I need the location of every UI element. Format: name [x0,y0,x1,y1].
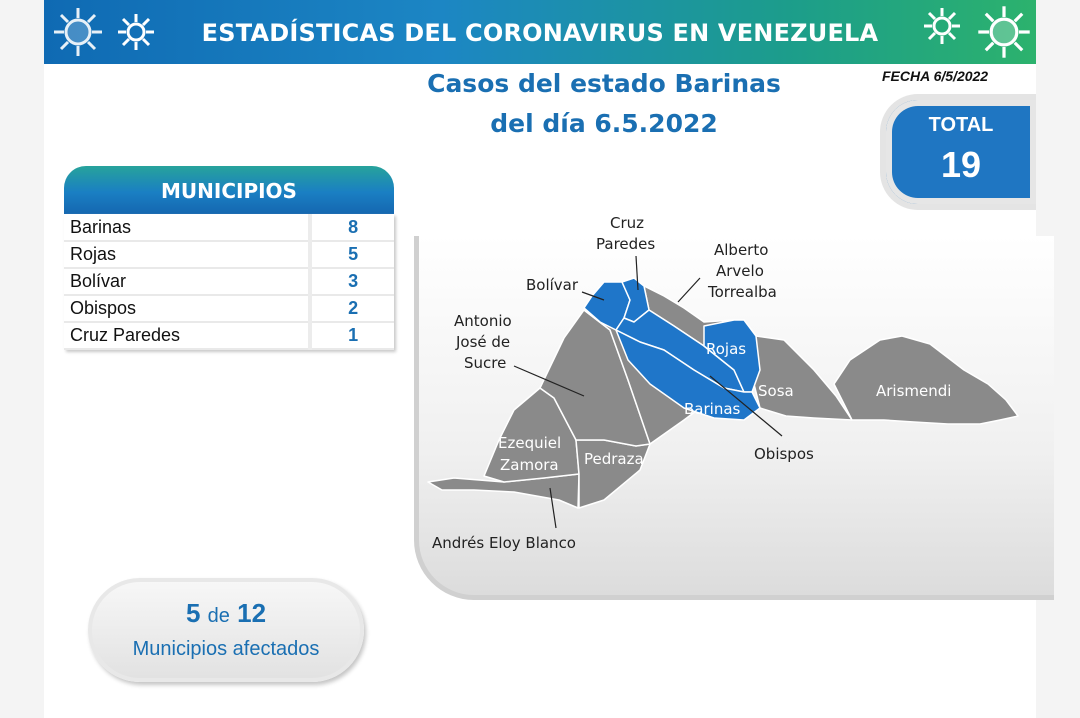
label-sucre-2: José de [455,333,510,351]
municipio-count: 1 [308,322,394,350]
municipio-name: Barinas [64,214,311,242]
municipios-table: Barinas 8 Rojas 5 Bolívar 3 Obispos 2 Cruz Pared… [64,214,394,350]
label-sosa: Sosa [758,382,794,400]
report-date: FECHA 6/5/2022 [882,68,989,84]
municipio-count: 8 [308,214,394,242]
label-pedraza: Pedraza [584,450,644,468]
label-sucre-1: Antonio [454,312,512,330]
municipio-count: 3 [308,268,394,296]
label-sucre-3: Sucre [464,354,506,372]
barinas-map: Cruz Paredes Alberto Arvelo Torrealba Bo… [427,214,1019,552]
table-row: Rojas 5 [64,241,394,269]
virus-icon [978,6,1030,58]
label-alberto-2: Arvelo [716,262,764,280]
label-ezequiel-2: Zamora [500,456,559,474]
subtitle-line-1: Casos del estado Barinas [427,69,781,98]
municipio-name: Obispos [64,295,311,323]
label-andres-eloy-blanco: Andrés Eloy Blanco [432,534,576,552]
region-rojas [703,319,761,393]
subtitle: Casos del estado Barinas del día 6.5.202… [394,64,814,144]
virus-icon [118,14,154,50]
page: ESTADÍSTICAS DEL CORONAVIRUS EN VENEZUEL… [44,0,1054,718]
municipio-count: 5 [308,241,394,269]
total-badge: TOTAL 19 [880,94,1036,210]
virus-icon [924,8,960,44]
subtitle-line-2: del día 6.5.2022 [490,109,718,138]
label-bolivar: Bolívar [526,276,579,294]
header-banner: ESTADÍSTICAS DEL CORONAVIRUS EN VENEZUEL… [44,0,1036,64]
affected-label: Municipios afectados [132,638,320,660]
region-barinas [615,329,761,421]
table-row: Barinas 8 [64,214,394,242]
affected-count: 5 [185,598,201,628]
table-row: Bolívar 3 [64,268,394,296]
label-barinas: Barinas [684,400,741,418]
table-row: Cruz Paredes 1 [64,322,394,350]
label-alberto-1: Alberto [714,241,768,259]
label-cruz-paredes-1: Cruz [610,214,644,232]
affected-summary: 5 de 12 Municipios afectados [88,578,364,682]
region-andres-eloy-blanco [427,473,580,509]
label-cruz-paredes-2: Paredes [596,235,655,253]
total-municipios: 12 [237,598,267,628]
label-ezequiel-1: Ezequiel [498,434,561,452]
table-row: Obispos 2 [64,295,394,323]
municipio-name: Cruz Paredes [64,322,311,350]
total-label: TOTAL [928,114,994,136]
label-alberto-3: Torrealba [707,283,777,301]
municipio-name: Bolívar [64,268,311,296]
municipios-header: MUNICIPIOS [64,166,394,214]
total-value: 19 [940,144,982,185]
affected-count-line: 5 de 12 [92,598,360,629]
affected-connector: de [207,605,230,627]
municipio-name: Rojas [64,241,311,269]
label-rojas: Rojas [706,340,746,358]
label-arismendi: Arismendi [876,382,951,400]
label-obispos: Obispos [754,445,814,463]
virus-icon [54,8,102,56]
municipio-count: 2 [308,295,394,323]
region-arismendi [833,335,1019,425]
page-title: ESTADÍSTICAS DEL CORONAVIRUS EN VENEZUEL… [201,19,879,47]
